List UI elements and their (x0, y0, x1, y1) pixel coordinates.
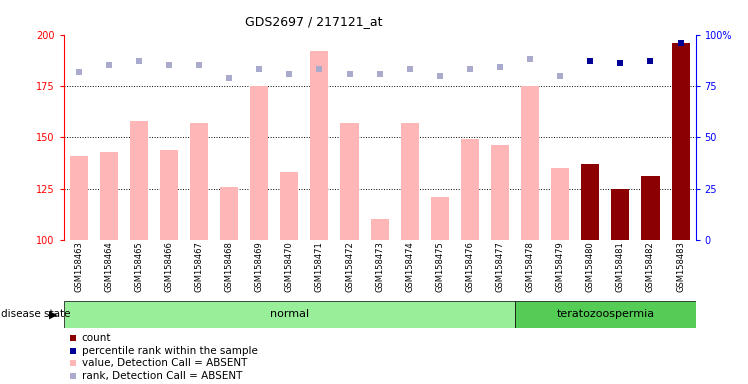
Point (163, 62, 175, 68)
Text: GSM158468: GSM158468 (224, 241, 233, 292)
Text: GSM158464: GSM158464 (104, 241, 113, 292)
Bar (220, 187, 238, 240)
Bar (672, 43, 690, 240)
Bar (461, 139, 479, 240)
Text: GSM158476: GSM158476 (465, 241, 474, 292)
Text: GSM158479: GSM158479 (556, 241, 565, 292)
Text: GSM158472: GSM158472 (345, 241, 354, 292)
Text: GSM158467: GSM158467 (194, 241, 203, 292)
Text: GDS2697 / 217121_at: GDS2697 / 217121_at (245, 15, 383, 28)
Text: GSM158478: GSM158478 (526, 241, 535, 292)
Point (254, 66, 266, 73)
Bar (431, 197, 449, 240)
Point (343, 71, 355, 77)
Text: GSM158466: GSM158466 (165, 241, 174, 292)
Text: GSM158477: GSM158477 (495, 241, 504, 292)
Text: disease state: disease state (1, 310, 71, 319)
Point (645, 58, 657, 65)
Point (614, 60, 626, 66)
Bar (160, 150, 178, 240)
Bar (611, 189, 629, 240)
Point (133, 58, 145, 65)
Bar (130, 121, 148, 240)
Point (223, 74, 235, 81)
Point (373, 71, 385, 77)
Text: GSM158475: GSM158475 (435, 241, 444, 292)
Text: percentile rank within the sample: percentile rank within the sample (82, 346, 257, 356)
Point (438, 199, 450, 205)
Point (434, 73, 446, 79)
Point (438, 86, 450, 92)
Text: GSM158473: GSM158473 (375, 241, 384, 292)
Text: GSM158469: GSM158469 (255, 241, 264, 292)
Point (313, 66, 325, 73)
Text: GSM158474: GSM158474 (405, 241, 414, 292)
Bar (370, 220, 389, 240)
Text: teratozoospermia: teratozoospermia (557, 310, 654, 319)
Text: GSM158471: GSM158471 (315, 241, 324, 292)
Text: GSM158480: GSM158480 (586, 241, 595, 292)
Point (524, 56, 536, 62)
Text: GSM158482: GSM158482 (646, 241, 655, 292)
Bar (642, 176, 660, 240)
Point (675, 40, 687, 46)
Text: rank, Detection Call = ABSENT: rank, Detection Call = ABSENT (82, 371, 242, 381)
Bar (250, 86, 269, 240)
Point (283, 71, 295, 77)
Bar (401, 123, 419, 240)
Bar (340, 123, 358, 240)
Point (438, 312, 450, 318)
Text: ▶: ▶ (49, 310, 58, 319)
Bar (551, 168, 569, 240)
Point (193, 62, 205, 68)
Text: GSM158483: GSM158483 (676, 241, 685, 292)
Bar (491, 146, 509, 240)
Bar (310, 51, 328, 240)
Point (464, 66, 476, 73)
Point (554, 73, 566, 79)
Text: GSM158463: GSM158463 (74, 241, 83, 292)
Bar (99, 152, 117, 240)
Point (404, 66, 416, 73)
Point (494, 65, 506, 71)
Bar (64, 301, 515, 328)
Bar (521, 86, 539, 240)
Point (102, 62, 114, 68)
Point (73, 68, 85, 74)
Text: value, Detection Call = ABSENT: value, Detection Call = ABSENT (82, 358, 247, 368)
Text: GSM158465: GSM158465 (135, 241, 144, 292)
Bar (515, 301, 696, 328)
Point (584, 58, 596, 65)
Bar (280, 172, 298, 240)
Bar (190, 123, 208, 240)
Bar (581, 164, 599, 240)
Bar (70, 156, 88, 240)
Text: GSM158481: GSM158481 (616, 241, 625, 292)
Text: count: count (82, 333, 111, 343)
Text: normal: normal (270, 310, 309, 319)
Text: GSM158470: GSM158470 (285, 241, 294, 292)
